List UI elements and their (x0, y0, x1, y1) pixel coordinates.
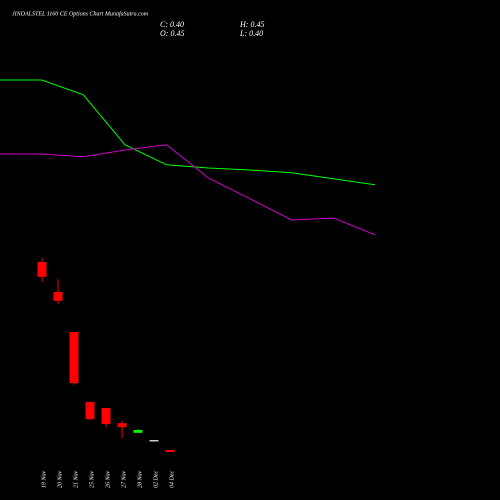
x-tick-label: 20 Nov (57, 470, 63, 488)
open-text: O: 0.45 (160, 29, 184, 38)
candle-body (37, 262, 47, 277)
high-text: H: 0.45 (239, 20, 264, 29)
x-tick-label: 26 Nov (105, 470, 111, 488)
x-tick-label: 04 Dec (168, 471, 175, 488)
x-tick-label: 27 Nov (121, 470, 127, 488)
candle-body (69, 332, 79, 384)
x-tick-label: 21 Nov (73, 470, 79, 488)
candle-body (149, 440, 159, 442)
x-tick-label: 02 Dec (153, 471, 159, 488)
x-tick-label: 28 Nov (137, 470, 143, 488)
candle-body (101, 408, 111, 424)
candle-body (165, 450, 175, 452)
moving-average (0, 79, 376, 186)
candle-body (133, 430, 143, 433)
candle-body (117, 423, 127, 428)
x-tick-label: 25 Nov (89, 470, 95, 488)
low-text: L: 0.40 (239, 29, 263, 38)
moving-average (0, 144, 376, 236)
candle-body (85, 402, 95, 420)
candle-body (53, 292, 63, 301)
close-text: C: 0.40 (160, 20, 184, 29)
chart-title: JINDALSTEL 1160 CE Options Chart MunafaS… (12, 10, 149, 17)
x-tick-label: 19 Nov (41, 470, 47, 488)
